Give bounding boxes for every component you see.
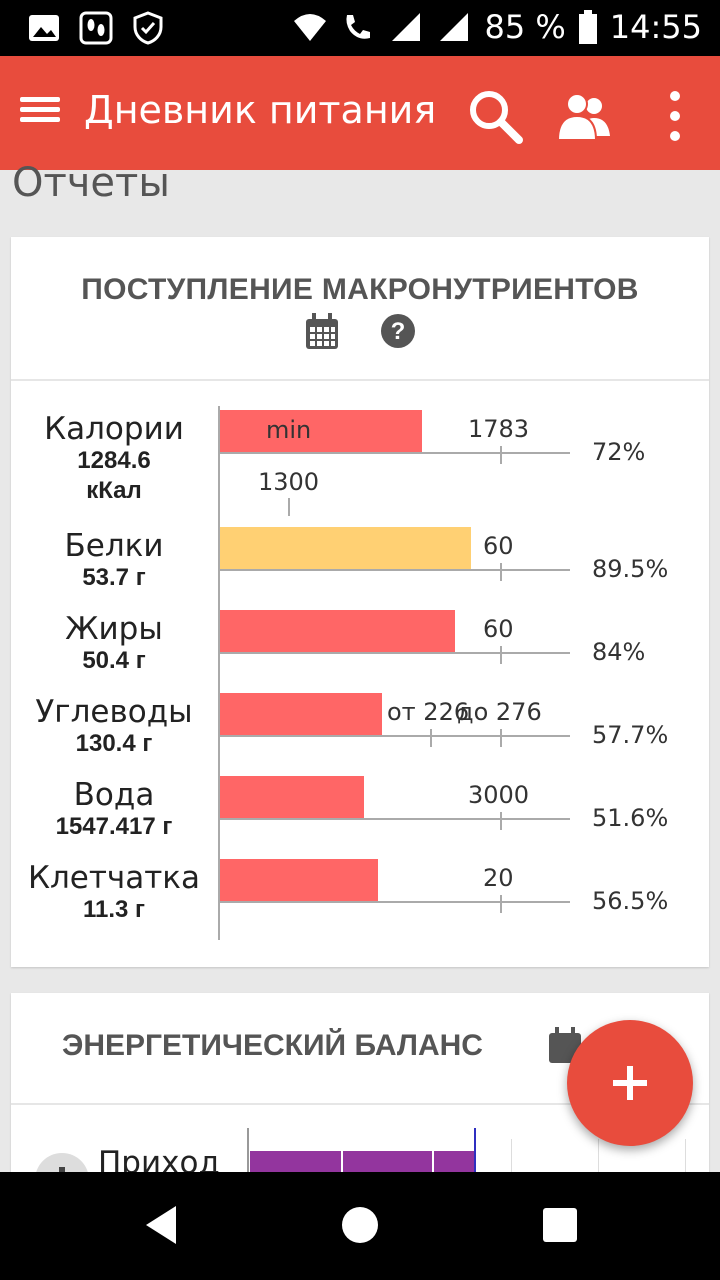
target-tick xyxy=(500,812,502,830)
energy-marker xyxy=(474,1128,476,1173)
more-vert-icon[interactable] xyxy=(645,86,705,146)
percent-label: 57.7% xyxy=(592,721,669,749)
target-label: 1783 xyxy=(468,415,530,443)
macro-baseline xyxy=(220,452,570,454)
target-tick xyxy=(500,895,502,913)
macro-baseline xyxy=(220,652,570,654)
macro-row-label: Углеводы 130.4 г xyxy=(11,695,217,759)
percent-label: 89.5% xyxy=(592,555,669,583)
signal-icon xyxy=(392,13,421,41)
target-tick xyxy=(500,646,502,664)
macro-row-label: Вода 1547.417 г xyxy=(11,778,217,842)
min-label: min xyxy=(266,416,312,444)
search-icon[interactable] xyxy=(465,86,525,146)
energy-balance-card: ЭНЕРГЕТИЧЕСКИЙ БАЛАНС Приход xyxy=(11,993,709,1193)
energy-bar xyxy=(250,1151,475,1173)
chart-axis xyxy=(218,406,220,940)
help-icon[interactable]: ? xyxy=(380,313,416,349)
back-icon[interactable] xyxy=(136,1200,186,1250)
nutrient-value: 11.3 г xyxy=(82,896,146,923)
plus-icon-vertical xyxy=(627,1066,633,1100)
min-value-label: 1300 xyxy=(258,468,320,496)
target-label: 20 xyxy=(483,864,514,892)
target-tick xyxy=(500,446,502,464)
nutrient-name: Вода xyxy=(73,777,155,813)
macro-baseline xyxy=(220,569,570,571)
nutrient-value: 50.4 г xyxy=(82,647,146,674)
macro-row-label: Клетчатка 11.3 г xyxy=(11,861,217,925)
macro-baseline xyxy=(220,901,570,903)
svg-text:?: ? xyxy=(391,318,406,345)
macro-bar xyxy=(220,693,382,735)
target-tick xyxy=(500,563,502,581)
battery-icon xyxy=(578,10,597,44)
percent-label: 56.5% xyxy=(592,887,669,915)
people-icon[interactable] xyxy=(554,86,614,146)
nutrient-unit: кКал xyxy=(86,477,142,504)
nutrient-value: 1547.417 г xyxy=(55,813,173,840)
nutrient-name: Углеводы xyxy=(35,694,193,730)
nutrient-value: 1284.6 xyxy=(77,447,151,474)
energy-axis xyxy=(247,1128,249,1173)
calendar-icon[interactable] xyxy=(304,313,340,351)
min-tick xyxy=(288,498,290,516)
nutrient-name: Калории xyxy=(44,411,184,447)
percent-label: 84% xyxy=(592,638,646,666)
macro-baseline xyxy=(220,818,570,820)
macro-chart: Калории 1284.6 кКал 1783 min 1300 72% Белки 53.7… xyxy=(11,382,709,962)
target-tick xyxy=(500,729,502,747)
footprints-icon xyxy=(79,11,113,45)
macro-baseline xyxy=(220,735,570,737)
energy-bar-divider xyxy=(432,1139,434,1173)
navigation-bar xyxy=(0,1172,720,1280)
menu-button[interactable] xyxy=(20,92,62,134)
energy-gridline xyxy=(685,1139,686,1173)
app-bar: Дневник питания xyxy=(0,56,720,170)
shield-check-icon xyxy=(133,11,163,45)
nutrient-value: 53.7 г xyxy=(82,564,146,591)
target-from-label: от 226 xyxy=(387,698,470,726)
target-to-label: до 276 xyxy=(457,698,542,726)
percent-label: 51.6% xyxy=(592,804,669,832)
card-title: ПОСТУПЛЕНИЕ МАКРОНУТРИЕНТОВ xyxy=(81,273,639,306)
energy-gridline xyxy=(598,1139,599,1173)
status-bar: 85 % 14:55 xyxy=(0,0,720,56)
macro-bar xyxy=(220,859,378,901)
target-label: 3000 xyxy=(468,781,530,809)
macro-row-label: Белки 53.7 г xyxy=(11,529,217,593)
energy-gridline xyxy=(511,1139,512,1173)
nutrient-name: Белки xyxy=(64,528,164,564)
target-tick xyxy=(430,729,432,747)
add-button[interactable] xyxy=(567,1020,693,1146)
macro-row-label: Калории 1284.6 кКал xyxy=(11,412,217,506)
nutrient-name: Клетчатка xyxy=(27,860,201,896)
wifi-icon xyxy=(294,14,327,41)
battery-percent: 85 % xyxy=(484,8,566,46)
recents-icon[interactable] xyxy=(535,1200,585,1250)
energy-card-title: ЭНЕРГЕТИЧЕСКИЙ БАЛАНС xyxy=(62,1029,483,1062)
macro-bar xyxy=(220,776,364,818)
page-title: Отчеты xyxy=(12,160,170,206)
macro-bar xyxy=(220,527,471,569)
nutrient-name: Жиры xyxy=(65,611,163,647)
macro-bar xyxy=(220,610,455,652)
image-icon xyxy=(29,15,59,41)
energy-bar-divider xyxy=(341,1139,343,1173)
app-title: Дневник питания xyxy=(84,88,437,132)
nutrient-value: 130.4 г xyxy=(75,730,153,757)
home-icon[interactable] xyxy=(335,1200,385,1250)
clock: 14:55 xyxy=(609,8,702,46)
macro-row-label: Жиры 50.4 г xyxy=(11,612,217,676)
target-label: 60 xyxy=(483,615,514,643)
signal-icon-2 xyxy=(440,13,469,41)
percent-label: 72% xyxy=(592,438,646,466)
target-label: 60 xyxy=(483,532,514,560)
divider xyxy=(11,1103,709,1105)
macronutrients-card: ПОСТУПЛЕНИЕ МАКРОНУТРИЕНТОВ ? Калории 128… xyxy=(11,237,709,967)
call-icon xyxy=(346,15,371,39)
macro-bar xyxy=(220,410,422,452)
card-header: ПОСТУПЛЕНИЕ МАКРОНУТРИЕНТОВ ? xyxy=(11,237,709,381)
